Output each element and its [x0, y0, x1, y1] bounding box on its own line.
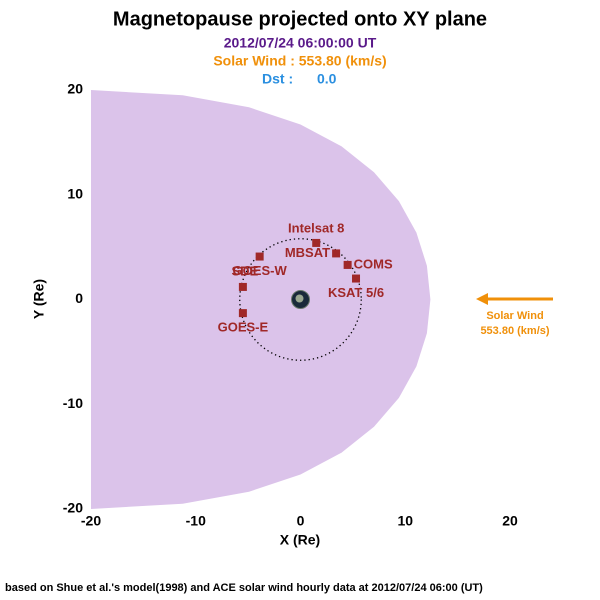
y-tick-label: 10 [67, 185, 83, 201]
earth-land [295, 294, 304, 303]
satellite-label: COMS [354, 256, 393, 271]
solar-wind-arrowhead [476, 293, 488, 305]
dst-value: 0.0 [317, 71, 337, 87]
date-line: 2012/07/24 06:00:00 UT [224, 35, 377, 51]
x-tick-label: -20 [81, 513, 101, 529]
y-tick-label: -20 [63, 500, 83, 516]
solar-wind-annotation: Solar Wind [486, 310, 543, 322]
magnetopause [91, 90, 431, 509]
satellite-label: KSAT 5/6 [328, 285, 384, 300]
satellite [238, 309, 247, 318]
satellite [332, 249, 341, 258]
satellite-label: SDE [232, 263, 259, 278]
y-tick-label: -10 [63, 395, 83, 411]
satellite [352, 274, 361, 283]
solar-wind-annotation: 553.80 (km/s) [480, 325, 549, 337]
x-tick-label: 10 [397, 513, 413, 529]
x-axis-label: X (Re) [280, 532, 320, 548]
footer: based on Shue et al.'s model(1998) and A… [5, 582, 483, 594]
chart-title: Magnetopause projected onto XY plane [113, 8, 487, 30]
x-tick-label: -10 [186, 513, 206, 529]
y-tick-label: 20 [67, 81, 83, 97]
x-tick-label: 20 [502, 513, 518, 529]
orbit [239, 238, 362, 361]
satellite [343, 260, 352, 269]
dst-label: Dst : [262, 71, 293, 87]
x-tick-label: 0 [297, 513, 305, 529]
satellite-label: GOES-W [233, 263, 288, 278]
satellite-label: Intelsat 8 [288, 220, 344, 235]
satellite [312, 238, 321, 247]
y-axis-label: Y (Re) [31, 279, 47, 319]
satellite [238, 282, 247, 291]
satellite [255, 252, 264, 261]
solar-wind-line: Solar Wind : 553.80 (km/s) [213, 53, 386, 69]
y-tick-label: 0 [75, 290, 83, 306]
satellite-label: GOES-E [218, 320, 269, 335]
satellite-label: MBSAT [285, 245, 330, 260]
